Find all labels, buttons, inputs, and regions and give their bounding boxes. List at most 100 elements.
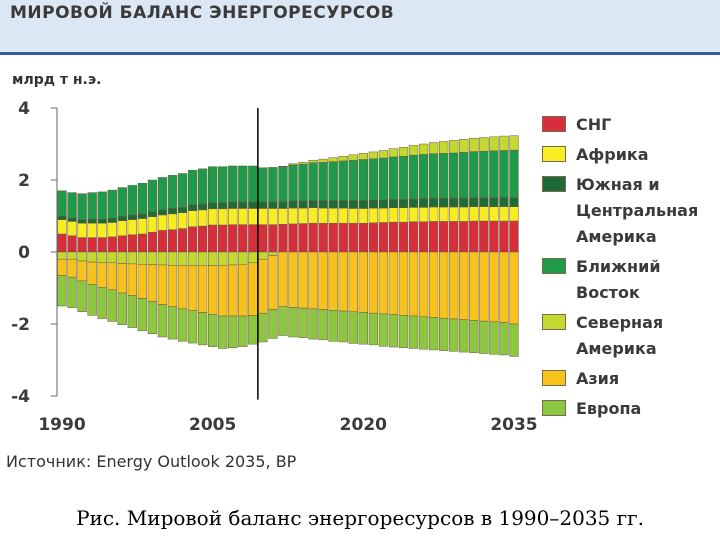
bar-segment-2014-s4	[298, 162, 308, 165]
bar-segment-2021-s3	[368, 158, 379, 201]
bar-segment-2013-s4	[288, 163, 298, 166]
bar-segment-2018-s2	[338, 200, 348, 209]
bar-segment-2010-s5	[258, 258, 268, 314]
bar-segment-2019-s4	[348, 154, 358, 161]
bar-segment-1999-s4	[147, 251, 158, 265]
legend-label: Южная и Центральная Америка	[576, 175, 699, 246]
bar-segment-1993-s2	[87, 218, 97, 224]
bar-segment-1995-s0	[107, 236, 117, 253]
bar-segment-2021-s4	[368, 151, 379, 160]
bar-segment-2034-s2	[499, 197, 509, 207]
bar-segment-2002-s6	[177, 308, 188, 342]
bar-segment-2003-s5	[187, 265, 198, 311]
bar-segment-2004-s2	[197, 203, 208, 211]
bar-segment-2030-s0	[459, 221, 469, 253]
bar-segment-1995-s2	[107, 217, 117, 223]
bar-segment-2011-s4	[268, 251, 278, 256]
bar-segment-1995-s6	[107, 289, 117, 322]
bar-segment-2004-s4	[197, 251, 208, 266]
bar-segment-2032-s3	[479, 150, 489, 198]
bar-segment-2003-s4	[187, 251, 198, 266]
bar-segment-2031-s1	[469, 206, 479, 222]
bar-segment-2035-s1	[509, 206, 519, 222]
bar-segment-2023-s2	[388, 199, 399, 208]
bar-segment-2026-s2	[418, 198, 429, 208]
bar-segment-2024-s0	[398, 221, 409, 253]
bar-segment-2026-s4	[418, 143, 429, 155]
bar-segment-1998-s1	[137, 218, 148, 235]
bar-segment-2029-s0	[449, 221, 459, 253]
x-tick-label: 2035	[490, 415, 537, 435]
bar-segment-1996-s0	[117, 235, 127, 253]
bar-segment-2011-s0	[268, 224, 278, 253]
bar-segment-2014-s2	[298, 200, 308, 209]
legend-label: Европа	[576, 399, 642, 418]
bar-segment-2028-s2	[439, 198, 449, 208]
bar-segment-2008-s5	[238, 263, 248, 317]
bar-segment-2010-s1	[258, 208, 268, 225]
bar-segment-1994-s5	[97, 262, 107, 288]
bar-segment-2023-s3	[388, 156, 399, 200]
bar-segment-2027-s0	[428, 221, 439, 253]
bar-segment-2032-s2	[479, 197, 489, 207]
bar-segment-1990-s2	[57, 215, 67, 220]
bar-segment-2013-s5	[288, 251, 298, 308]
bar-segment-1997-s1	[127, 219, 137, 235]
bar-segment-1997-s5	[127, 263, 137, 296]
bar-segment-2002-s0	[177, 228, 188, 253]
bar-segment-2015-s6	[308, 308, 318, 340]
bar-segment-2030-s3	[459, 152, 469, 199]
bar-segment-2013-s2	[288, 200, 298, 209]
bar-segment-1998-s2	[137, 213, 148, 219]
legend-swatch	[542, 146, 566, 162]
bar-segment-2019-s6	[348, 311, 358, 344]
bar-segment-2030-s1	[459, 206, 469, 222]
bar-segment-2027-s6	[428, 317, 439, 351]
bar-segment-2015-s0	[308, 222, 318, 253]
bar-segment-2009-s5	[248, 262, 258, 316]
bar-segment-1994-s2	[97, 218, 107, 224]
bar-segment-2025-s4	[408, 145, 419, 156]
bar-segment-2006-s6	[218, 315, 228, 349]
bar-segment-2026-s3	[418, 154, 429, 199]
bar-segment-2006-s4	[218, 251, 228, 266]
bar-segment-2005-s2	[208, 202, 218, 210]
bar-segment-1994-s3	[97, 191, 107, 220]
bar-segment-2010-s0	[258, 224, 268, 253]
bar-segment-2008-s3	[238, 165, 248, 203]
bar-segment-2020-s3	[358, 159, 368, 201]
bar-segment-2001-s3	[167, 175, 178, 209]
bar-segment-2033-s5	[489, 251, 499, 323]
bar-segment-2029-s1	[449, 206, 459, 222]
bar-segment-2001-s6	[167, 306, 178, 340]
bar-segment-1996-s6	[117, 292, 127, 325]
bar-segment-2015-s1	[308, 207, 318, 224]
bar-segment-1994-s6	[97, 287, 107, 319]
figure-caption: Рис. Мировой баланс энергоресурсов в 199…	[76, 506, 644, 530]
bar-segment-1998-s6	[137, 298, 148, 332]
bar-segment-2032-s6	[479, 320, 489, 354]
bar-segment-2024-s5	[398, 251, 409, 316]
bar-segment-2006-s0	[218, 224, 228, 253]
bar-segment-2018-s6	[338, 310, 348, 343]
legend-item: СНГ	[542, 112, 720, 138]
bar-segment-2026-s5	[418, 251, 429, 318]
bar-segment-2026-s0	[418, 221, 429, 253]
bar-segment-1990-s0	[57, 233, 67, 253]
bar-segment-2032-s1	[479, 206, 489, 222]
bar-segment-2009-s3	[248, 165, 258, 203]
bar-segment-2023-s1	[388, 207, 399, 223]
chart-title: МИРОВОЙ БАЛАНС ЭНЕРГОРЕСУРСОВ	[10, 3, 395, 23]
bar-segment-2030-s4	[459, 139, 469, 153]
bar-segment-2024-s4	[398, 146, 409, 157]
bar-segment-2004-s5	[197, 265, 208, 313]
legend-label: Северная Америка	[576, 313, 664, 358]
bar-segment-1993-s5	[87, 261, 97, 285]
bar-segment-2017-s6	[328, 310, 338, 342]
bar-segment-2006-s2	[218, 202, 228, 210]
bar-segment-2000-s4	[157, 251, 168, 266]
bar-segment-2009-s1	[248, 208, 258, 225]
legend-swatch	[542, 116, 566, 132]
legend-swatch	[542, 176, 566, 192]
bar-segment-2016-s1	[318, 207, 328, 224]
